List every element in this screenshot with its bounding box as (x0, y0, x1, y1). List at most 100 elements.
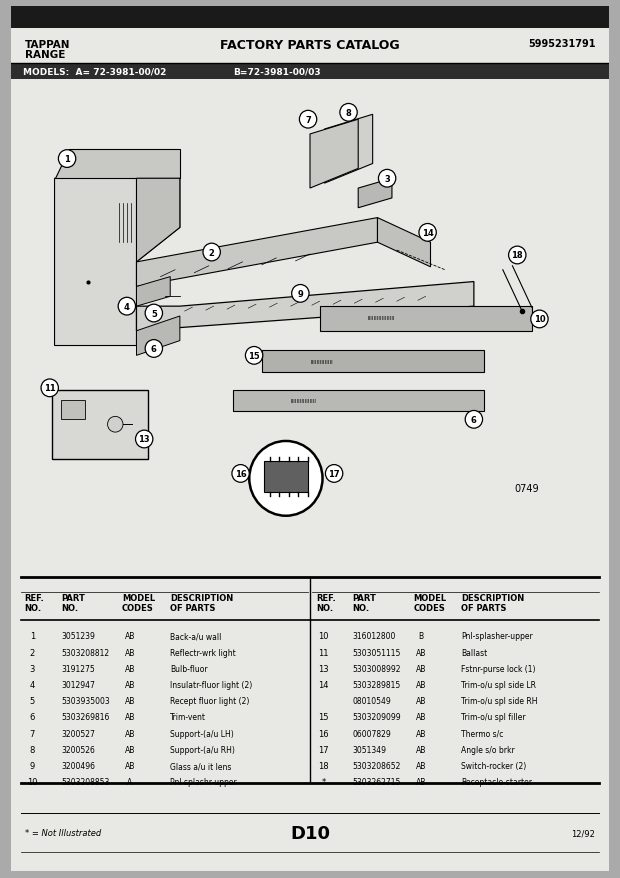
Text: IIIIIIIIIIIIIIII: IIIIIIIIIIIIIIII (291, 399, 317, 404)
Circle shape (58, 150, 76, 169)
Circle shape (118, 298, 136, 316)
Text: AB: AB (125, 713, 135, 722)
Text: 15: 15 (318, 713, 329, 722)
Text: 6: 6 (151, 344, 157, 354)
Text: 18: 18 (318, 761, 329, 770)
Text: AB: AB (125, 696, 135, 705)
Text: AB: AB (125, 631, 135, 641)
Text: AB: AB (415, 680, 426, 689)
Text: AB: AB (415, 664, 426, 673)
Circle shape (136, 430, 153, 449)
Text: 4: 4 (124, 302, 130, 312)
Text: Insulatr-fluor light (2): Insulatr-fluor light (2) (170, 680, 252, 689)
Text: 6: 6 (30, 713, 35, 722)
Text: B=72-3981-00/03: B=72-3981-00/03 (233, 68, 321, 76)
Circle shape (326, 465, 343, 483)
Text: 316012800: 316012800 (352, 631, 396, 641)
Polygon shape (136, 282, 474, 331)
Text: Trim-o/u spl side LR: Trim-o/u spl side LR (461, 680, 536, 689)
Text: 5303208853: 5303208853 (61, 778, 110, 787)
Text: DESCRIPTION
OF PARTS: DESCRIPTION OF PARTS (170, 593, 234, 612)
Text: IIIIIIIIIIIIII: IIIIIIIIIIIIII (310, 359, 333, 364)
Text: AB: AB (415, 713, 426, 722)
Text: Support-(a/u RH): Support-(a/u RH) (170, 745, 235, 754)
Text: AB: AB (415, 745, 426, 754)
Text: TAPPAN: TAPPAN (25, 40, 70, 50)
Circle shape (145, 305, 162, 322)
Polygon shape (320, 306, 532, 331)
Text: DESCRIPTION
OF PARTS: DESCRIPTION OF PARTS (461, 593, 525, 612)
Circle shape (291, 285, 309, 303)
Text: 5: 5 (151, 309, 157, 318)
Text: 5: 5 (30, 696, 35, 705)
Text: 10: 10 (318, 631, 329, 641)
Text: 11: 11 (318, 648, 329, 657)
Polygon shape (378, 219, 430, 268)
Text: 14: 14 (318, 680, 329, 689)
Text: 08010549: 08010549 (352, 696, 391, 705)
Text: Receptacle-starter: Receptacle-starter (461, 778, 533, 787)
Polygon shape (310, 120, 358, 189)
Text: 5303208812: 5303208812 (61, 648, 109, 657)
Circle shape (203, 244, 220, 262)
Text: 16: 16 (235, 470, 247, 479)
Text: 10: 10 (27, 778, 38, 787)
Bar (61, 400, 86, 420)
Text: 5995231791: 5995231791 (528, 39, 595, 48)
Text: Trim-o/u spl filler: Trim-o/u spl filler (461, 713, 526, 722)
Text: AB: AB (415, 648, 426, 657)
Text: Reflectr-wrk light: Reflectr-wrk light (170, 648, 236, 657)
Text: Trim-o/u spl side RH: Trim-o/u spl side RH (461, 696, 538, 705)
Text: REF.
NO.: REF. NO. (25, 593, 45, 612)
Bar (11, 64, 609, 80)
Text: IIIIIIIIIIIIIIIII: IIIIIIIIIIIIIIIII (368, 316, 396, 321)
Text: Back-a/u wall: Back-a/u wall (170, 631, 221, 641)
Text: 13: 13 (318, 664, 329, 673)
Text: 5303208652: 5303208652 (352, 761, 401, 770)
Polygon shape (136, 179, 180, 263)
Text: 2: 2 (30, 648, 35, 657)
Bar (11, 7, 609, 29)
Text: Glass a/u it lens: Glass a/u it lens (170, 761, 232, 770)
Text: 17: 17 (328, 470, 340, 479)
Polygon shape (324, 115, 373, 184)
Text: 9: 9 (298, 290, 303, 299)
Text: AB: AB (125, 680, 135, 689)
Text: AB: AB (125, 745, 135, 754)
Text: 06007829: 06007829 (352, 729, 391, 738)
Text: 3200526: 3200526 (61, 745, 95, 754)
Text: 11: 11 (44, 384, 56, 392)
Text: 7: 7 (30, 729, 35, 738)
Text: PART
NO.: PART NO. (352, 593, 376, 612)
Text: 5303209099: 5303209099 (352, 713, 401, 722)
Text: 4: 4 (30, 680, 35, 689)
Text: *: * (321, 778, 326, 787)
Circle shape (465, 411, 482, 428)
Text: PART
NO.: PART NO. (61, 593, 85, 612)
Text: 5303935003: 5303935003 (61, 696, 110, 705)
Text: 6: 6 (471, 415, 477, 424)
Text: 5303008992: 5303008992 (352, 664, 401, 673)
Bar (264, 461, 308, 493)
Text: Ballast: Ballast (461, 648, 487, 657)
Text: D10: D10 (290, 824, 330, 842)
Text: 5303289815: 5303289815 (352, 680, 401, 689)
Text: 13: 13 (138, 435, 150, 444)
Text: AB: AB (415, 761, 426, 770)
Text: 3051239: 3051239 (61, 631, 95, 641)
Text: 15: 15 (248, 351, 260, 361)
Text: AB: AB (125, 761, 135, 770)
Polygon shape (55, 179, 180, 346)
Polygon shape (136, 277, 171, 306)
Text: RANGE: RANGE (25, 50, 65, 61)
Text: 8: 8 (346, 109, 352, 118)
Text: MODEL
CODES: MODEL CODES (413, 593, 446, 612)
Circle shape (246, 347, 263, 364)
Text: Pnl-splasher-upper: Pnl-splasher-upper (461, 631, 533, 641)
Circle shape (508, 247, 526, 264)
Circle shape (299, 112, 317, 129)
Text: 12/92: 12/92 (572, 828, 595, 837)
Circle shape (41, 379, 58, 397)
Text: MODELS:  A= 72-3981-00/02: MODELS: A= 72-3981-00/02 (23, 68, 166, 76)
Text: 1: 1 (64, 155, 70, 164)
